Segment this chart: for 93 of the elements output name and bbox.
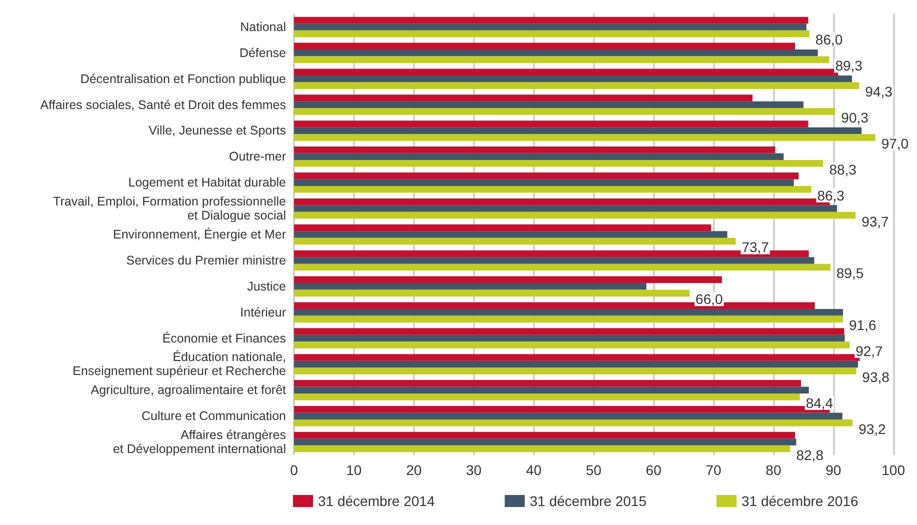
data-label: 93,2 [858, 420, 886, 437]
x-tick-label: 70 [706, 462, 722, 478]
bar [294, 120, 808, 128]
y-tick-label: National [240, 20, 286, 34]
y-tick-label: Économie et Finances [162, 331, 286, 346]
x-tick-label: 0 [290, 462, 298, 478]
bar [294, 276, 722, 284]
bar [294, 134, 876, 141]
y-tick-label: Intérieur [240, 305, 286, 320]
x-tick-label: 80 [766, 462, 782, 478]
bar [294, 316, 843, 322]
bar [294, 75, 852, 82]
data-label: 93,7 [862, 213, 890, 230]
bar [294, 380, 802, 387]
x-tick-label: 90 [826, 462, 842, 478]
bar [294, 224, 712, 232]
bar [294, 283, 646, 290]
x-tick-label: 30 [466, 462, 482, 478]
bar [294, 212, 856, 219]
bar [294, 186, 812, 193]
x-tick-label: 60 [646, 462, 662, 478]
data-label: 93,8 [862, 368, 890, 385]
y-tick-label: Culture et Communication [141, 409, 286, 424]
x-tick-label: 40 [526, 462, 542, 478]
data-label: 89,5 [836, 265, 864, 282]
y-tick-label: Défense [239, 46, 286, 60]
bar [294, 432, 796, 439]
x-tick-label: 20 [406, 462, 422, 478]
y-tick-label: Affaires étrangères et Développement international [112, 428, 286, 456]
x-tick-label: 10 [346, 462, 362, 478]
legend-label: 31 décembre 2014 [318, 493, 435, 509]
y-tick-label: Services du Premier ministre [126, 253, 286, 268]
y-tick-label: Justice [247, 279, 286, 294]
bar [294, 334, 845, 342]
x-tick-label: 100 [882, 462, 906, 478]
bar [294, 368, 856, 374]
bar [294, 290, 690, 296]
data-label: 91,6 [848, 317, 876, 334]
data-label: 88,3 [829, 161, 857, 178]
bar [294, 328, 844, 335]
bar [294, 419, 853, 426]
y-tick-label: Ville, Jeunesse et Sports [148, 124, 286, 138]
bar [294, 30, 810, 38]
data-label: 66,0 [696, 291, 724, 308]
bar [294, 360, 858, 368]
bar [294, 179, 794, 186]
bar [294, 50, 818, 56]
bar [294, 438, 796, 446]
data-label: 82,8 [796, 446, 824, 463]
x-tick-label: 50 [586, 462, 602, 478]
legend-label: 31 décembre 2016 [742, 493, 858, 509]
bar [294, 264, 830, 271]
data-label: 94,3 [865, 84, 893, 100]
y-tick-label: Travail, Emploi, Formation professionnelle et Dialogue social [53, 194, 286, 223]
bar [294, 308, 843, 316]
bar [294, 172, 799, 180]
bar [294, 445, 790, 452]
bar [294, 394, 800, 400]
data-label: 90,3 [841, 110, 869, 126]
bar [294, 56, 830, 64]
bar [294, 42, 796, 50]
bar [294, 153, 784, 160]
bar [294, 16, 808, 24]
bar [294, 101, 804, 108]
bar [294, 238, 736, 245]
bar [294, 257, 814, 264]
bar [294, 205, 837, 212]
data-label: 84,4 [806, 394, 834, 411]
y-tick-label: Affaires sociales, Santé et Droit des femmes [40, 98, 286, 112]
bar [294, 108, 836, 115]
data-label: 73,7 [742, 239, 770, 256]
data-label: 86,0 [815, 32, 843, 48]
y-tick-label: Agriculture, agroalimentaire et forêt [90, 383, 287, 398]
bar [294, 82, 860, 89]
bar [294, 412, 842, 420]
y-tick-label: Environnement, Énergie et Mer [112, 228, 286, 242]
bar [294, 94, 752, 102]
data-label: 89,3 [835, 58, 863, 74]
bar [294, 127, 862, 134]
data-label: 86,3 [817, 187, 845, 204]
legend-label: 31 décembre 2015 [530, 493, 647, 509]
bar [294, 231, 728, 238]
data-label: 92,7 [856, 343, 884, 360]
y-tick-label: Décentralisation et Fonction publique [80, 72, 286, 86]
bar [294, 24, 806, 30]
y-tick-label: Outre-mer [229, 150, 286, 164]
y-tick-label: Logement et Habitat durable [128, 176, 286, 190]
data-label: 97,0 [881, 135, 909, 152]
bar [294, 160, 824, 167]
y-tick-label: Éducation nationale, Enseignement supérieur et Recherche [72, 350, 286, 378]
bar [294, 386, 809, 394]
bar [294, 342, 850, 348]
bar [294, 146, 776, 154]
